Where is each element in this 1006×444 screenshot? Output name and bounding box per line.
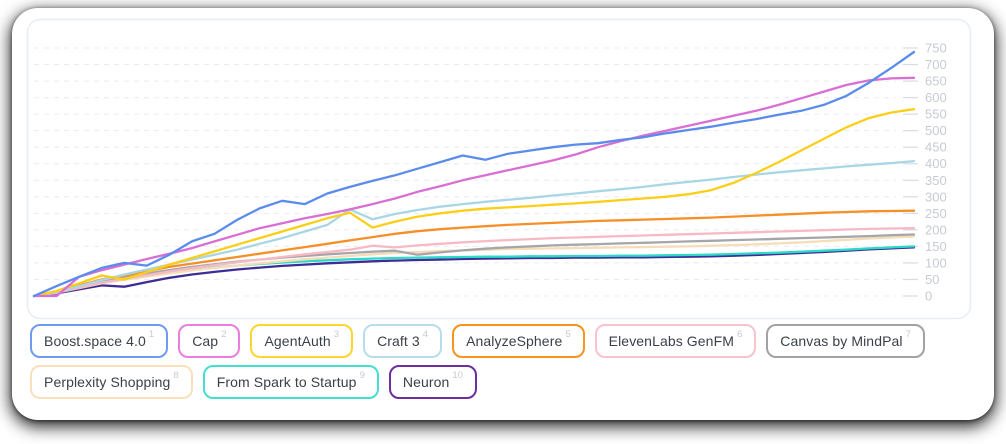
legend-chip-rank: 6 xyxy=(737,329,743,340)
series-line-7 xyxy=(32,233,916,298)
legend-chip-7[interactable]: Canvas by MindPal 7 xyxy=(766,324,925,358)
y-axis-label: 650 xyxy=(925,74,947,89)
legend-chip-6[interactable]: ElevenLabs GenFM 6 xyxy=(594,324,757,358)
legend-chip-label: Craft 3 xyxy=(377,333,420,349)
y-axis-label: 0 xyxy=(925,289,932,304)
y-axis-label: 550 xyxy=(925,107,947,122)
legend-chip-label: Perplexity Shopping xyxy=(44,374,171,390)
y-axis-label: 300 xyxy=(925,189,947,204)
legend-chip-rank: 2 xyxy=(221,329,227,340)
plot-border xyxy=(26,18,972,320)
y-axis-label: 600 xyxy=(925,90,947,105)
y-axis-label: 100 xyxy=(925,255,947,270)
y-axis-label: 400 xyxy=(925,156,947,171)
legend: Boost.space 4.0 1 Cap 2 AgentAuth 3 Craft 3 4 An… xyxy=(12,320,994,399)
legend-chip-label: From Spark to Startup xyxy=(216,374,357,390)
chart-card: 0 50 100 150 200 250 300 350 400 450 500 550 600 650 7… xyxy=(12,8,994,420)
series-line-3 xyxy=(32,108,916,298)
legend-chip-2[interactable]: Cap 2 xyxy=(178,324,241,358)
legend-chip-1[interactable]: Boost.space 4.0 1 xyxy=(30,324,169,358)
legend-chip-label: AnalyzeSphere xyxy=(466,333,563,349)
y-axis-label: 200 xyxy=(925,222,947,237)
legend-chip-rank: 8 xyxy=(173,370,179,381)
y-axis-label: 450 xyxy=(925,140,947,155)
y-axis-label: 700 xyxy=(925,57,947,72)
legend-chip-label: ElevenLabs GenFM xyxy=(608,333,734,349)
legend-chip-rank: 9 xyxy=(359,370,365,381)
legend-chip-label: Cap xyxy=(192,333,219,349)
y-axis-label: 50 xyxy=(925,272,939,287)
series-line-5 xyxy=(32,209,916,298)
legend-chip-rank: 7 xyxy=(905,329,911,340)
legend-chip-rank: 10 xyxy=(452,370,463,381)
y-axis-label: 250 xyxy=(925,206,947,221)
legend-chip-rank: 5 xyxy=(565,329,571,340)
series-line-1 xyxy=(32,50,916,298)
legend-chip-label: AgentAuth xyxy=(264,333,331,349)
series-line-4 xyxy=(32,159,916,298)
y-axis-label: 500 xyxy=(925,123,947,138)
y-axis-label: 350 xyxy=(925,173,947,188)
legend-chip-label: Boost.space 4.0 xyxy=(44,333,146,349)
series-line-2 xyxy=(32,76,916,298)
legend-chip-label: Neuron xyxy=(402,374,450,390)
legend-chip-label: Canvas by MindPal xyxy=(780,333,903,349)
legend-chip-8[interactable]: Perplexity Shopping 8 xyxy=(30,365,193,399)
legend-chip-5[interactable]: AnalyzeSphere 5 xyxy=(452,324,585,358)
legend-chip-3[interactable]: AgentAuth 3 xyxy=(250,324,354,358)
legend-chip-rank: 1 xyxy=(148,329,155,340)
chart-area: 0 50 100 150 200 250 300 350 400 450 500 550 600 650 7… xyxy=(26,18,986,320)
legend-chip-rank: 3 xyxy=(333,329,340,340)
legend-chip-rank: 4 xyxy=(422,329,429,340)
y-axis-label: 750 xyxy=(925,41,947,56)
series-line-6 xyxy=(32,227,916,298)
legend-chip-10[interactable]: Neuron 10 xyxy=(388,365,477,399)
y-axis-label: 150 xyxy=(925,239,947,254)
series-line-10 xyxy=(32,246,916,298)
legend-chip-9[interactable]: From Spark to Startup 9 xyxy=(202,365,379,399)
